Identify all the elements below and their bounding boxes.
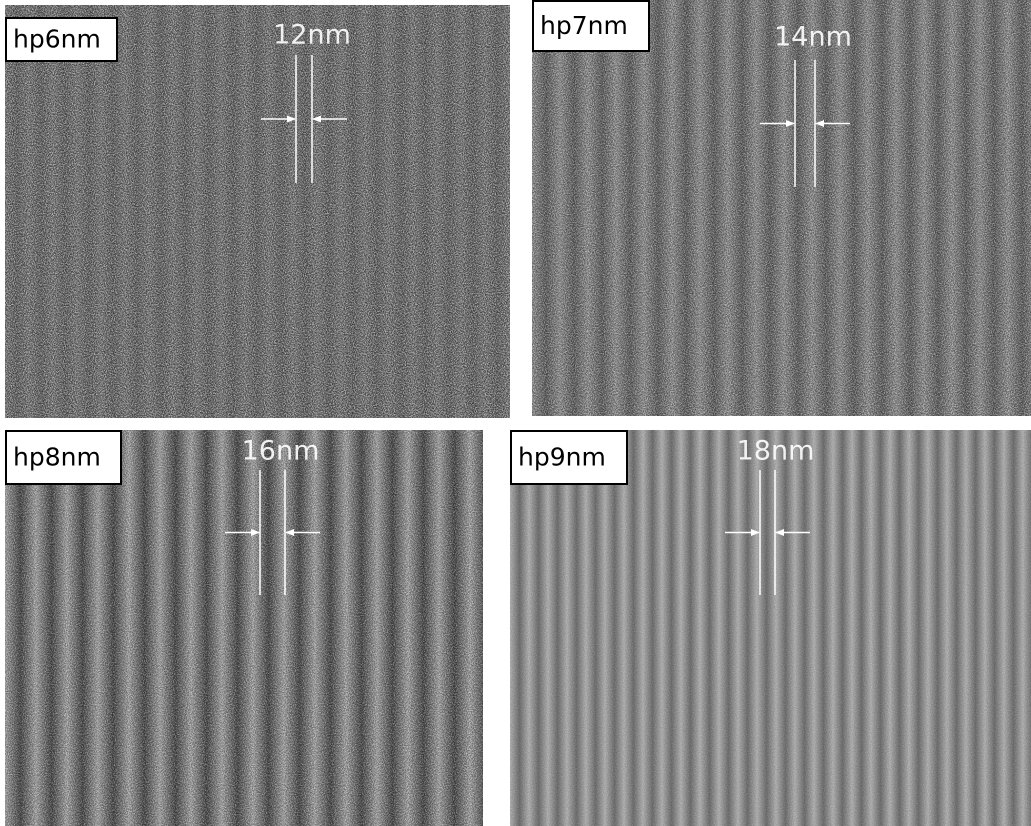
measure-label: 18nm	[737, 436, 815, 467]
page: hp6nm12nmhp7nm14nmhp8nm16nmhp9nm18nm (()…	[0, 0, 1031, 826]
noise-light	[532, 0, 1031, 416]
panel-label: hp7nm	[540, 11, 628, 40]
noise-light	[5, 5, 510, 418]
panel-label: hp9nm	[518, 443, 606, 472]
figure: hp6nm 12nm hp7nm 14nm hp8nm 16nm hp9nm 18nm	[0, 0, 1031, 826]
panel-label: hp8nm	[13, 443, 101, 472]
noise-light	[510, 430, 1031, 826]
noise-light	[5, 430, 483, 826]
measure-label: 16nm	[242, 436, 320, 467]
micrograph-panel: hp9nm 18nm	[510, 430, 1031, 826]
micrograph-panel: hp7nm 14nm	[532, 0, 1031, 416]
micrograph-panel: hp8nm 16nm	[5, 430, 483, 826]
panel-label: hp6nm	[13, 25, 101, 54]
measure-label: 14nm	[774, 22, 852, 53]
micrograph-panel: hp6nm 12nm	[5, 5, 510, 418]
measure-label: 12nm	[273, 20, 351, 51]
